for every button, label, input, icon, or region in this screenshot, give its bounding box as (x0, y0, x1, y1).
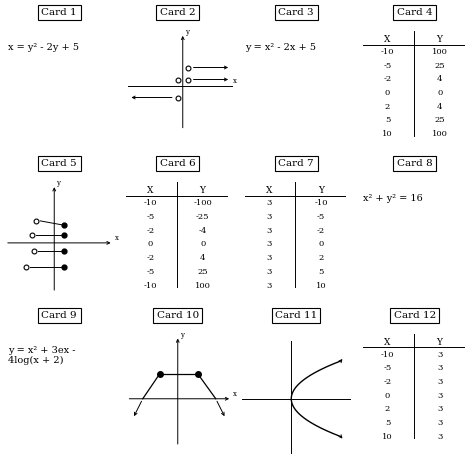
Text: 10: 10 (382, 130, 393, 138)
Text: X: X (266, 186, 272, 195)
Text: Y: Y (437, 338, 443, 347)
Text: 100: 100 (195, 281, 210, 290)
Text: 4: 4 (200, 254, 205, 262)
Text: x: x (233, 77, 237, 84)
Text: 5: 5 (385, 419, 390, 427)
FancyBboxPatch shape (275, 5, 318, 20)
Text: 3: 3 (266, 268, 272, 276)
Text: y = x² + 3ex -
4log(x + 2): y = x² + 3ex - 4log(x + 2) (8, 345, 75, 365)
Text: 25: 25 (197, 268, 208, 276)
Text: -2: -2 (383, 75, 392, 84)
Text: 0: 0 (319, 241, 324, 248)
Text: -2: -2 (146, 227, 155, 235)
Text: -2: -2 (146, 254, 155, 262)
Text: Card 2: Card 2 (160, 8, 196, 17)
Text: 25: 25 (434, 117, 445, 124)
Text: 3: 3 (266, 254, 272, 262)
FancyBboxPatch shape (393, 5, 436, 20)
Text: x: x (233, 390, 237, 398)
Text: y: y (180, 331, 184, 339)
Text: Card 12: Card 12 (393, 311, 436, 320)
Text: 3: 3 (437, 405, 442, 414)
Text: 3: 3 (266, 213, 272, 221)
FancyBboxPatch shape (38, 5, 81, 20)
Text: -5: -5 (317, 213, 325, 221)
FancyBboxPatch shape (391, 308, 439, 323)
Text: y: y (56, 179, 60, 188)
Text: 2: 2 (385, 103, 390, 111)
Text: 3: 3 (266, 281, 272, 290)
FancyBboxPatch shape (275, 156, 318, 171)
Text: -10: -10 (314, 199, 328, 207)
Text: -5: -5 (146, 268, 155, 276)
Text: Card 11: Card 11 (275, 311, 318, 320)
Text: X: X (384, 338, 391, 347)
Text: Card 9: Card 9 (41, 311, 77, 320)
Text: 0: 0 (148, 241, 153, 248)
Text: Card 7: Card 7 (278, 159, 314, 168)
Text: -5: -5 (383, 365, 392, 372)
Text: Card 6: Card 6 (160, 159, 196, 168)
Text: 10: 10 (382, 433, 393, 441)
Text: x = y² - 2y + 5: x = y² - 2y + 5 (8, 43, 79, 52)
Text: 10: 10 (316, 281, 327, 290)
Text: X: X (147, 186, 154, 195)
Text: 3: 3 (266, 241, 272, 248)
Text: -10: -10 (144, 281, 157, 290)
FancyBboxPatch shape (154, 308, 202, 323)
Text: -10: -10 (144, 199, 157, 207)
Text: 0: 0 (385, 392, 390, 400)
Text: 0: 0 (385, 89, 390, 97)
Text: -10: -10 (381, 48, 394, 56)
Text: x² + y² = 16: x² + y² = 16 (364, 194, 423, 203)
Text: Card 1: Card 1 (41, 8, 77, 17)
Text: Card 5: Card 5 (41, 159, 77, 168)
Text: Y: Y (318, 186, 324, 195)
Text: 3: 3 (266, 199, 272, 207)
FancyBboxPatch shape (393, 156, 436, 171)
Text: Y: Y (200, 186, 206, 195)
Text: Card 4: Card 4 (397, 8, 433, 17)
Text: -2: -2 (317, 227, 325, 235)
Text: 0: 0 (437, 89, 442, 97)
Text: -5: -5 (146, 213, 155, 221)
Text: 3: 3 (437, 419, 442, 427)
Text: Card 10: Card 10 (156, 311, 199, 320)
Text: 3: 3 (437, 378, 442, 386)
Text: 3: 3 (437, 433, 442, 441)
Text: 2: 2 (385, 405, 390, 414)
Text: 4: 4 (437, 75, 442, 84)
Text: 3: 3 (437, 365, 442, 372)
Text: -4: -4 (199, 227, 207, 235)
Text: 4: 4 (437, 103, 442, 111)
FancyBboxPatch shape (156, 5, 199, 20)
Text: Card 8: Card 8 (397, 159, 433, 168)
Text: -100: -100 (193, 199, 212, 207)
Text: 3: 3 (437, 392, 442, 400)
Text: -5: -5 (383, 62, 392, 70)
Text: -25: -25 (196, 213, 210, 221)
Text: 2: 2 (319, 254, 324, 262)
Text: 25: 25 (434, 62, 445, 70)
FancyBboxPatch shape (38, 156, 81, 171)
Text: x: x (115, 234, 118, 242)
Text: -10: -10 (381, 351, 394, 359)
Text: 0: 0 (200, 241, 205, 248)
Text: 3: 3 (437, 351, 442, 359)
Text: y: y (185, 28, 189, 36)
FancyBboxPatch shape (38, 308, 81, 323)
FancyBboxPatch shape (272, 308, 320, 323)
Text: -2: -2 (383, 378, 392, 386)
Text: y = x² - 2x + 5: y = x² - 2x + 5 (245, 43, 316, 52)
Text: 5: 5 (319, 268, 324, 276)
Text: X: X (384, 35, 391, 44)
FancyBboxPatch shape (156, 156, 199, 171)
Text: 100: 100 (432, 130, 447, 138)
Text: Card 3: Card 3 (278, 8, 314, 17)
Text: 5: 5 (385, 117, 390, 124)
Text: 100: 100 (432, 48, 447, 56)
Text: Y: Y (437, 35, 443, 44)
Text: 3: 3 (266, 227, 272, 235)
